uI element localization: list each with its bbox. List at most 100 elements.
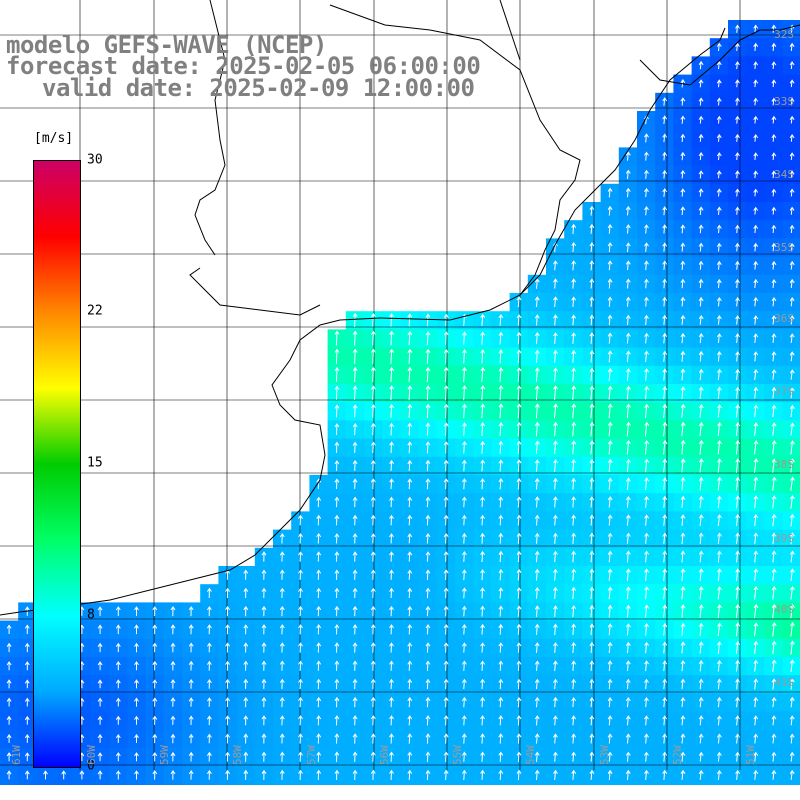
wind-arrow — [498, 715, 504, 726]
wind-arrow — [425, 751, 431, 762]
wind-arrow — [644, 421, 650, 437]
wind-arrow — [279, 605, 285, 617]
wind-arrow — [735, 640, 741, 654]
wind-arrow — [644, 604, 650, 618]
wind-arrow — [716, 260, 722, 270]
wind-arrow — [753, 97, 759, 106]
wind-arrow — [698, 696, 704, 708]
wind-arrow — [24, 770, 30, 780]
wind-arrow — [152, 679, 158, 689]
wind-arrow — [625, 278, 631, 289]
wind-arrow — [498, 331, 504, 345]
wind-arrow — [443, 348, 449, 364]
wind-arrow — [498, 623, 504, 635]
wind-arrow — [571, 678, 577, 690]
wind-arrow — [735, 61, 740, 70]
wind-arrow — [662, 751, 668, 762]
latitude-label: 34S — [774, 168, 794, 181]
wind-arrow — [644, 586, 650, 600]
wind-arrow — [753, 622, 759, 637]
wind-arrow — [680, 678, 686, 690]
wind-arrow — [425, 459, 431, 472]
wind-arrow — [298, 696, 303, 708]
wind-arrow — [115, 624, 121, 635]
wind-arrow — [334, 733, 340, 744]
wind-arrow — [389, 696, 394, 708]
wind-arrow — [680, 242, 686, 252]
wind-arrow — [771, 242, 777, 252]
river-line — [499, 0, 800, 86]
wind-arrow — [534, 459, 540, 472]
wind-arrow — [516, 514, 522, 526]
wind-arrow — [735, 152, 740, 161]
wind-arrow — [170, 624, 176, 635]
wind-arrow — [644, 278, 649, 289]
wind-arrow — [243, 587, 249, 599]
wind-arrow — [480, 605, 486, 617]
wind-arrow — [170, 679, 176, 689]
wind-arrow — [571, 403, 577, 419]
wind-arrow — [735, 170, 740, 179]
wind-arrow — [644, 622, 650, 636]
wind-arrow — [443, 733, 449, 744]
wind-arrow — [298, 569, 303, 580]
wind-arrow — [553, 403, 559, 419]
wind-arrow — [716, 60, 722, 70]
wind-arrow — [352, 678, 358, 690]
wind-arrow — [480, 715, 486, 726]
wind-arrow — [680, 458, 686, 473]
wind-arrow — [698, 458, 704, 473]
wind-arrow — [607, 715, 613, 726]
wind-arrow — [789, 315, 795, 325]
wind-arrow — [680, 421, 686, 437]
wind-arrow — [607, 421, 613, 437]
wind-arrow — [298, 624, 303, 635]
wind-arrow — [735, 622, 741, 637]
wind-arrow — [644, 678, 649, 690]
wind-arrow — [443, 441, 449, 454]
wind-arrow — [225, 624, 231, 635]
wind-arrow — [206, 624, 212, 635]
wind-arrow — [516, 440, 522, 454]
wind-arrow — [589, 696, 595, 708]
wind-arrow — [498, 769, 504, 781]
wind-arrow — [771, 585, 777, 600]
wind-arrow — [407, 715, 413, 726]
wind-arrow — [625, 604, 631, 618]
wind-arrow — [370, 551, 376, 562]
wind-arrow — [662, 660, 668, 672]
wind-arrow — [790, 640, 795, 655]
wind-arrow — [553, 769, 558, 780]
wind-arrow — [753, 659, 759, 672]
wind-arrow — [498, 514, 504, 526]
wind-arrow — [97, 661, 103, 671]
wind-arrow — [516, 623, 522, 635]
wind-arrow — [717, 568, 722, 582]
wind-arrow — [553, 260, 558, 271]
wind-arrow — [279, 624, 285, 635]
wind-arrow — [680, 568, 686, 582]
wind-arrow — [698, 115, 704, 124]
wind-arrow — [644, 385, 650, 400]
wind-arrow — [735, 278, 740, 289]
wind-arrow — [370, 533, 376, 544]
wind-arrow — [553, 496, 558, 508]
wind-arrow — [698, 314, 704, 325]
wind-arrow — [334, 678, 340, 690]
wind-arrow — [662, 151, 668, 161]
wind-arrow — [717, 458, 723, 473]
wind-arrow — [462, 366, 467, 383]
wind-arrow — [516, 296, 522, 308]
wind-arrow — [753, 513, 759, 527]
wind-arrow — [389, 678, 394, 690]
wind-arrow — [698, 260, 704, 270]
wind-arrow — [607, 278, 613, 289]
wind-arrow — [735, 678, 741, 690]
wind-arrow — [735, 751, 741, 762]
wind-arrow — [571, 278, 577, 289]
wind-arrow — [170, 697, 176, 707]
wind-arrow — [698, 151, 704, 161]
wind-arrow — [571, 733, 577, 744]
wind-speed-field — [0, 20, 800, 785]
wind-arrow — [735, 133, 740, 142]
